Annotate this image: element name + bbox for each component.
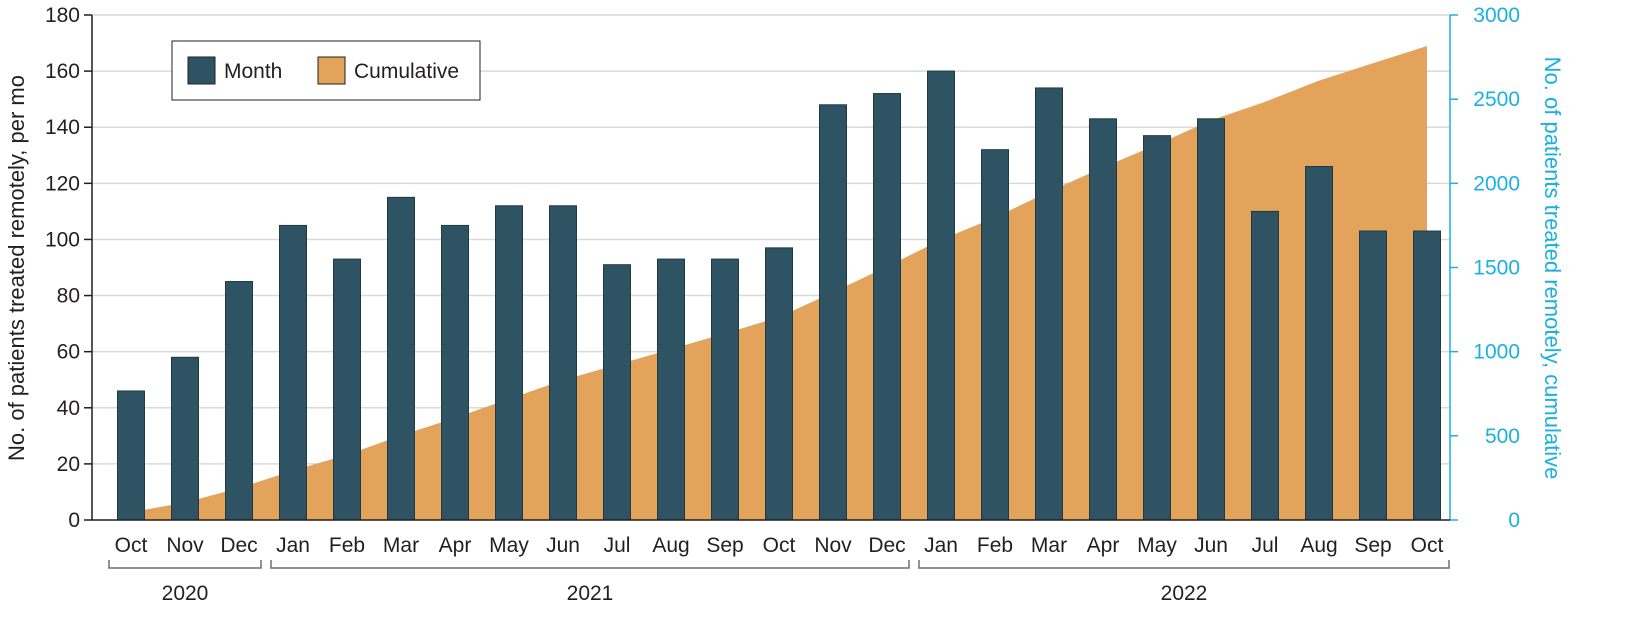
x-tick-label: Mar <box>1031 534 1067 557</box>
x-tick-label: Aug <box>1300 534 1337 557</box>
legend-label-cumulative: Cumulative <box>354 60 459 83</box>
x-tick-label: Apr <box>439 534 472 557</box>
bar <box>873 93 901 521</box>
gridlines <box>92 14 1450 465</box>
bar <box>333 258 361 521</box>
right-tick-label: 500 <box>1485 425 1520 448</box>
x-tick-label: Jun <box>546 534 580 557</box>
bar <box>1413 230 1441 521</box>
bar <box>387 196 415 521</box>
x-tick-label: Mar <box>383 534 419 557</box>
left-axis-title: No. of patients treated remotely, per mo <box>4 75 29 461</box>
bar <box>549 205 577 521</box>
right-tick-label: 2000 <box>1473 172 1520 195</box>
left-tick-label: 160 <box>45 60 80 83</box>
x-tick-label: Aug <box>652 534 689 557</box>
x-tick-label: Feb <box>329 534 365 557</box>
bar <box>117 390 145 521</box>
x-tick-label: Feb <box>977 534 1013 557</box>
year-label: 2022 <box>1161 582 1208 605</box>
x-tick-label: Sep <box>706 534 743 557</box>
bar <box>225 281 253 521</box>
x-axis-labels: Oct Nov Dec Jan Feb Mar Apr May Jun Jul Aug Sep Oct N… <box>115 534 1444 557</box>
bar <box>819 104 847 521</box>
year-label: 2020 <box>162 582 209 605</box>
bar <box>765 247 793 521</box>
x-tick-label: Nov <box>166 534 204 557</box>
x-tick-label: Jun <box>1194 534 1228 557</box>
x-tick-label: Jul <box>1252 534 1279 557</box>
x-tick-label: Jul <box>604 534 631 557</box>
x-tick-label: Sep <box>1354 534 1391 557</box>
left-tick-label: 20 <box>57 453 80 476</box>
legend: Month Cumulative <box>171 40 481 101</box>
x-tick-label: Oct <box>1411 534 1444 557</box>
x-tick-label: Jan <box>924 534 958 557</box>
year-bracket <box>918 560 1450 569</box>
bar <box>279 224 307 521</box>
bar <box>1143 135 1171 521</box>
x-tick-label: Dec <box>868 534 905 557</box>
legend-label-month: Month <box>224 60 282 83</box>
bar <box>927 70 955 521</box>
bar <box>495 205 523 521</box>
bar <box>1035 87 1063 521</box>
left-tick-label: 180 <box>45 4 80 27</box>
bar <box>1089 118 1117 521</box>
left-tick-label: 0 <box>68 509 80 532</box>
x-tick-label: Oct <box>115 534 148 557</box>
bar <box>603 264 631 521</box>
bar <box>1305 166 1333 521</box>
legend-swatch-cumulative <box>317 56 346 85</box>
x-tick-label: Dec <box>220 534 257 557</box>
x-tick-label: Nov <box>814 534 852 557</box>
right-tick-label: 1500 <box>1473 257 1520 280</box>
bar <box>1251 210 1279 521</box>
year-bracket <box>270 560 910 569</box>
year-label: 2021 <box>567 582 614 605</box>
left-tick-label: 120 <box>45 172 80 195</box>
year-groups: 2020 2021 2022 <box>108 560 1450 605</box>
legend-swatch-month <box>187 56 216 85</box>
x-tick-label: May <box>1137 534 1177 557</box>
year-bracket <box>108 560 262 569</box>
left-tick-label: 60 <box>57 341 80 364</box>
left-tick-label: 100 <box>45 228 80 251</box>
bar <box>711 258 739 521</box>
right-tick-label: 0 <box>1508 509 1520 532</box>
bar <box>981 149 1009 521</box>
bar <box>441 224 469 521</box>
left-tick-label: 80 <box>57 285 80 308</box>
x-tick-label: Jan <box>276 534 310 557</box>
right-axis-title: No. of patients treated remotely, cumula… <box>1540 57 1565 480</box>
x-tick-label: Oct <box>763 534 796 557</box>
x-tick-label: Apr <box>1087 534 1120 557</box>
left-axis-ticks: 0 20 40 60 80 100 120 140 160 180 <box>45 4 92 532</box>
monthly-bars-layer <box>117 70 1441 521</box>
right-tick-label: 1000 <box>1473 341 1520 364</box>
bar <box>171 356 199 521</box>
bar <box>1197 118 1225 521</box>
right-tick-label: 3000 <box>1473 4 1520 27</box>
left-tick-label: 40 <box>57 397 80 420</box>
right-axis-ticks: 0 500 1000 1500 2000 2500 3000 <box>1450 4 1520 532</box>
bar <box>1359 230 1387 521</box>
x-tick-label: May <box>489 534 529 557</box>
left-tick-label: 140 <box>45 116 80 139</box>
right-tick-label: 2500 <box>1473 88 1520 111</box>
bar <box>657 258 685 521</box>
